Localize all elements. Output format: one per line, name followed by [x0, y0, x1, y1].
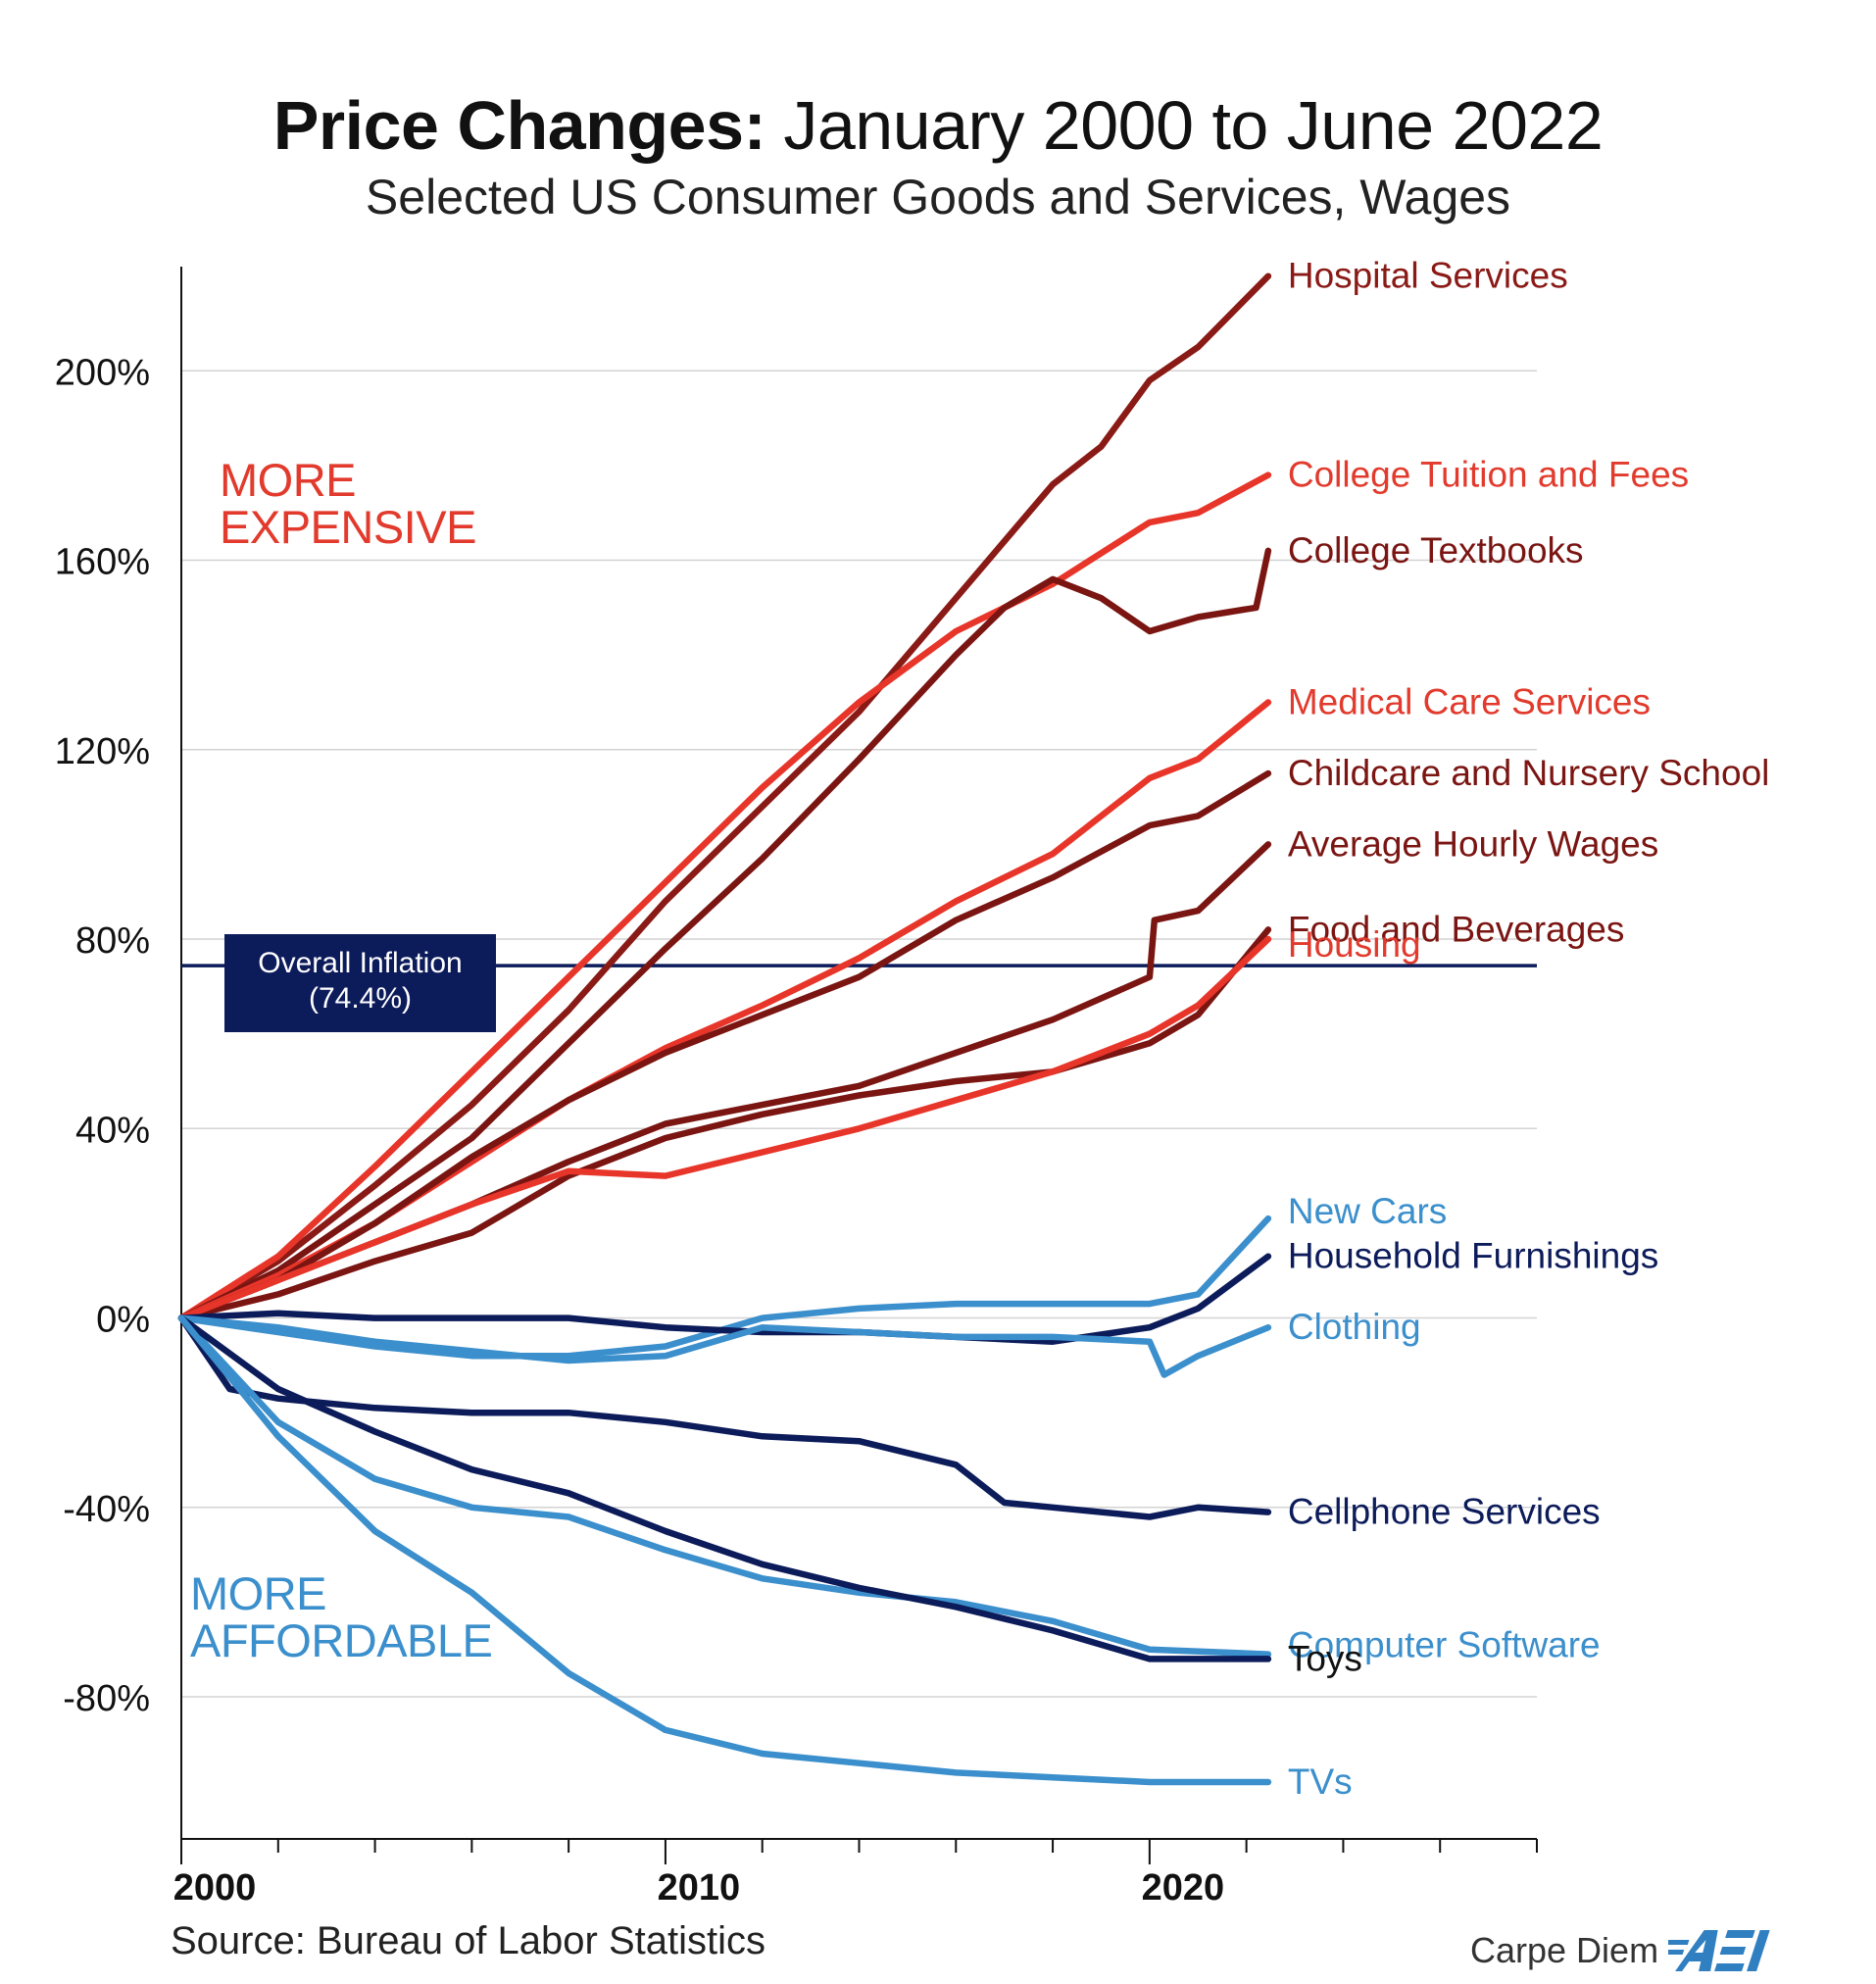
- series-line: [177, 1253, 1272, 1345]
- y-tick-label: 40%: [75, 1110, 150, 1151]
- series-label: Housing: [1288, 924, 1421, 965]
- series-line: [177, 273, 1272, 1321]
- y-tick-label: -40%: [63, 1489, 150, 1530]
- y-tick-label: 200%: [55, 352, 150, 393]
- series-line: [177, 547, 1272, 1321]
- series-line: [177, 769, 1272, 1321]
- series-label: Food and Beverages: [1288, 909, 1625, 949]
- series-label: Childcare and Nursery School: [1288, 753, 1770, 793]
- inflation-label: Overall Inflation: [258, 947, 463, 979]
- series-lines: [177, 273, 1272, 1786]
- series-line: [177, 471, 1272, 1321]
- title-bold: Price Changes:: [272, 87, 766, 164]
- chart-subtitle-wrap: Selected US Consumer Goods and Services,…: [0, 169, 1876, 225]
- tick-marks: 200% 160% 120% 80% 40% 0% -40% -80% 2000 2010 2020: [55, 352, 1538, 1909]
- expensive-line-1: MORE: [220, 454, 356, 506]
- expensive-line-2: EXPENSIVE: [220, 501, 476, 553]
- more-expensive-label: MORE EXPENSIVE: [220, 457, 476, 551]
- y-tick-label: -80%: [63, 1678, 150, 1719]
- y-tick-label: 80%: [75, 920, 150, 962]
- source-note: Source: Bureau of Labor Statistics: [171, 1919, 765, 1962]
- series-label: Computer Software: [1288, 1625, 1601, 1665]
- affordable-line-2: AFFORDABLE: [190, 1614, 493, 1666]
- series-label: College Tuition and Fees: [1288, 455, 1689, 495]
- x-tick-label: 2000: [173, 1867, 257, 1909]
- series-label: Cellphone Services: [1288, 1492, 1601, 1532]
- chart-title: Price Changes: January 2000 to June 2022: [0, 86, 1876, 165]
- y-tick-label: 120%: [55, 731, 150, 772]
- series-label: Hospital Services: [1288, 256, 1568, 296]
- series-label: Average Hourly Wages: [1288, 823, 1658, 864]
- chart-subtitle: Selected US Consumer Goods and Services,…: [365, 170, 1511, 224]
- series-label: Clothing: [1288, 1307, 1421, 1347]
- series-line: [177, 1314, 1272, 1786]
- x-tick-label: 2020: [1142, 1867, 1225, 1909]
- series-labels: Hospital Services College Tuition and Fee…: [1288, 256, 1770, 1802]
- series-line: [177, 1215, 1272, 1360]
- series-line: [177, 935, 1272, 1321]
- y-tick-label: 160%: [55, 542, 150, 583]
- inflation-value: (74.4%): [308, 982, 413, 1015]
- series-line: [177, 1314, 1272, 1378]
- y-tick-label: 0%: [96, 1300, 150, 1341]
- title-rest: January 2000 to June 2022: [783, 87, 1604, 164]
- overall-inflation-box: Overall Inflation (74.4%): [224, 934, 496, 1032]
- series-label: TVs: [1288, 1761, 1353, 1802]
- series-line: [177, 926, 1272, 1321]
- brand: Carpe Diem: [1470, 1921, 1786, 1980]
- x-tick-label: 2010: [658, 1867, 741, 1909]
- series-label: Medical Care Services: [1288, 681, 1651, 721]
- series-line: [177, 841, 1272, 1321]
- affordable-line-1: MORE: [190, 1567, 327, 1619]
- series-line: [177, 1314, 1272, 1658]
- more-affordable-label: MORE AFFORDABLE: [190, 1567, 493, 1666]
- aei-logo-icon: [1668, 1930, 1770, 1971]
- series-label: Household Furnishings: [1288, 1236, 1658, 1276]
- series-label: New Cars: [1288, 1191, 1447, 1231]
- brand-text: Carpe Diem: [1470, 1930, 1659, 1970]
- series-label: College Textbooks: [1288, 530, 1584, 570]
- series-line: [177, 1314, 1272, 1662]
- series-label: Toys: [1288, 1638, 1362, 1678]
